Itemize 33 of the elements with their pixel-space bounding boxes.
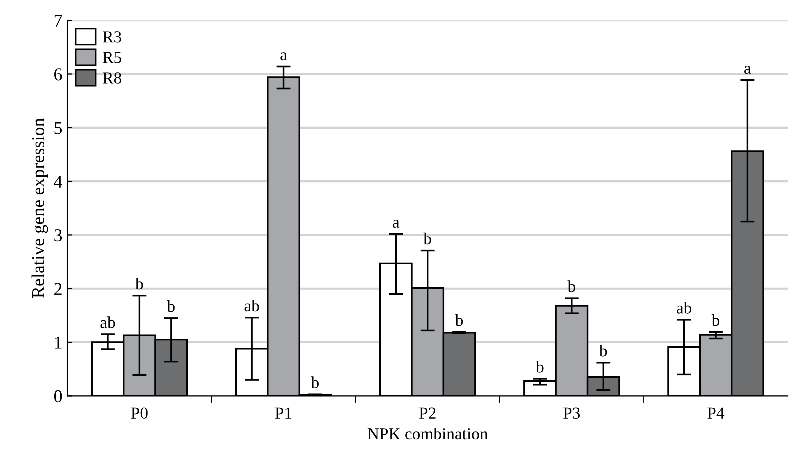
annotation: b <box>311 376 319 388</box>
annotation: a <box>393 220 400 228</box>
annotation: b <box>455 314 464 326</box>
x-axis-title: NPK combination <box>368 428 488 440</box>
x-tick-label: P3 <box>564 408 580 420</box>
annotation: b <box>536 361 544 373</box>
y-tick-label: 3 <box>54 230 62 242</box>
annotation: b <box>136 278 144 290</box>
y-tick-label: 4 <box>54 176 63 188</box>
y-tick-label: 6 <box>54 68 62 81</box>
x-tick-label: P0 <box>131 408 148 420</box>
annotation: a <box>280 52 288 61</box>
y-tick-label: 5 <box>54 122 62 134</box>
annotation: ab <box>244 300 260 312</box>
annotation: ab <box>677 302 692 314</box>
annotation: b <box>424 232 432 245</box>
y-axis-title: Relative gene expression <box>32 118 48 298</box>
y-tick-label: 7 <box>54 15 62 27</box>
annotation: b <box>167 300 175 312</box>
y-tick-label: 0 <box>54 390 62 403</box>
annotation: b <box>599 345 608 357</box>
x-tick-label: P4 <box>708 408 725 419</box>
y-tick-label: 2 <box>54 283 62 296</box>
legend-label: R8 <box>103 72 122 84</box>
annotation: ab <box>100 316 116 328</box>
legend-label: R5 <box>103 52 122 64</box>
annotation: b <box>712 314 720 326</box>
y-tick-label: 1 <box>55 336 62 349</box>
annotation: a <box>744 66 752 74</box>
legend-label: R3 <box>103 32 122 43</box>
x-tick-label: P1 <box>275 408 292 419</box>
x-tick-label: P2 <box>420 408 436 419</box>
annotation: b <box>568 280 576 292</box>
